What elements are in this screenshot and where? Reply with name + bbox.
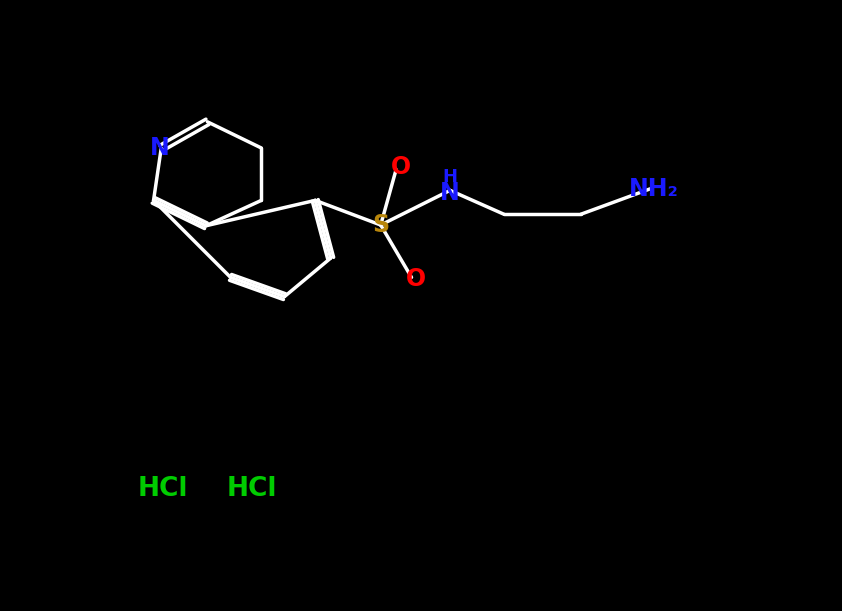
Text: H: H: [443, 167, 457, 186]
Text: S: S: [372, 213, 389, 237]
Text: HCl: HCl: [137, 476, 188, 502]
Text: O: O: [406, 267, 426, 291]
Text: NH₂: NH₂: [629, 177, 679, 201]
Text: N: N: [440, 181, 460, 205]
Text: HCl: HCl: [226, 476, 277, 502]
Text: O: O: [391, 155, 411, 179]
Text: N: N: [150, 136, 169, 160]
